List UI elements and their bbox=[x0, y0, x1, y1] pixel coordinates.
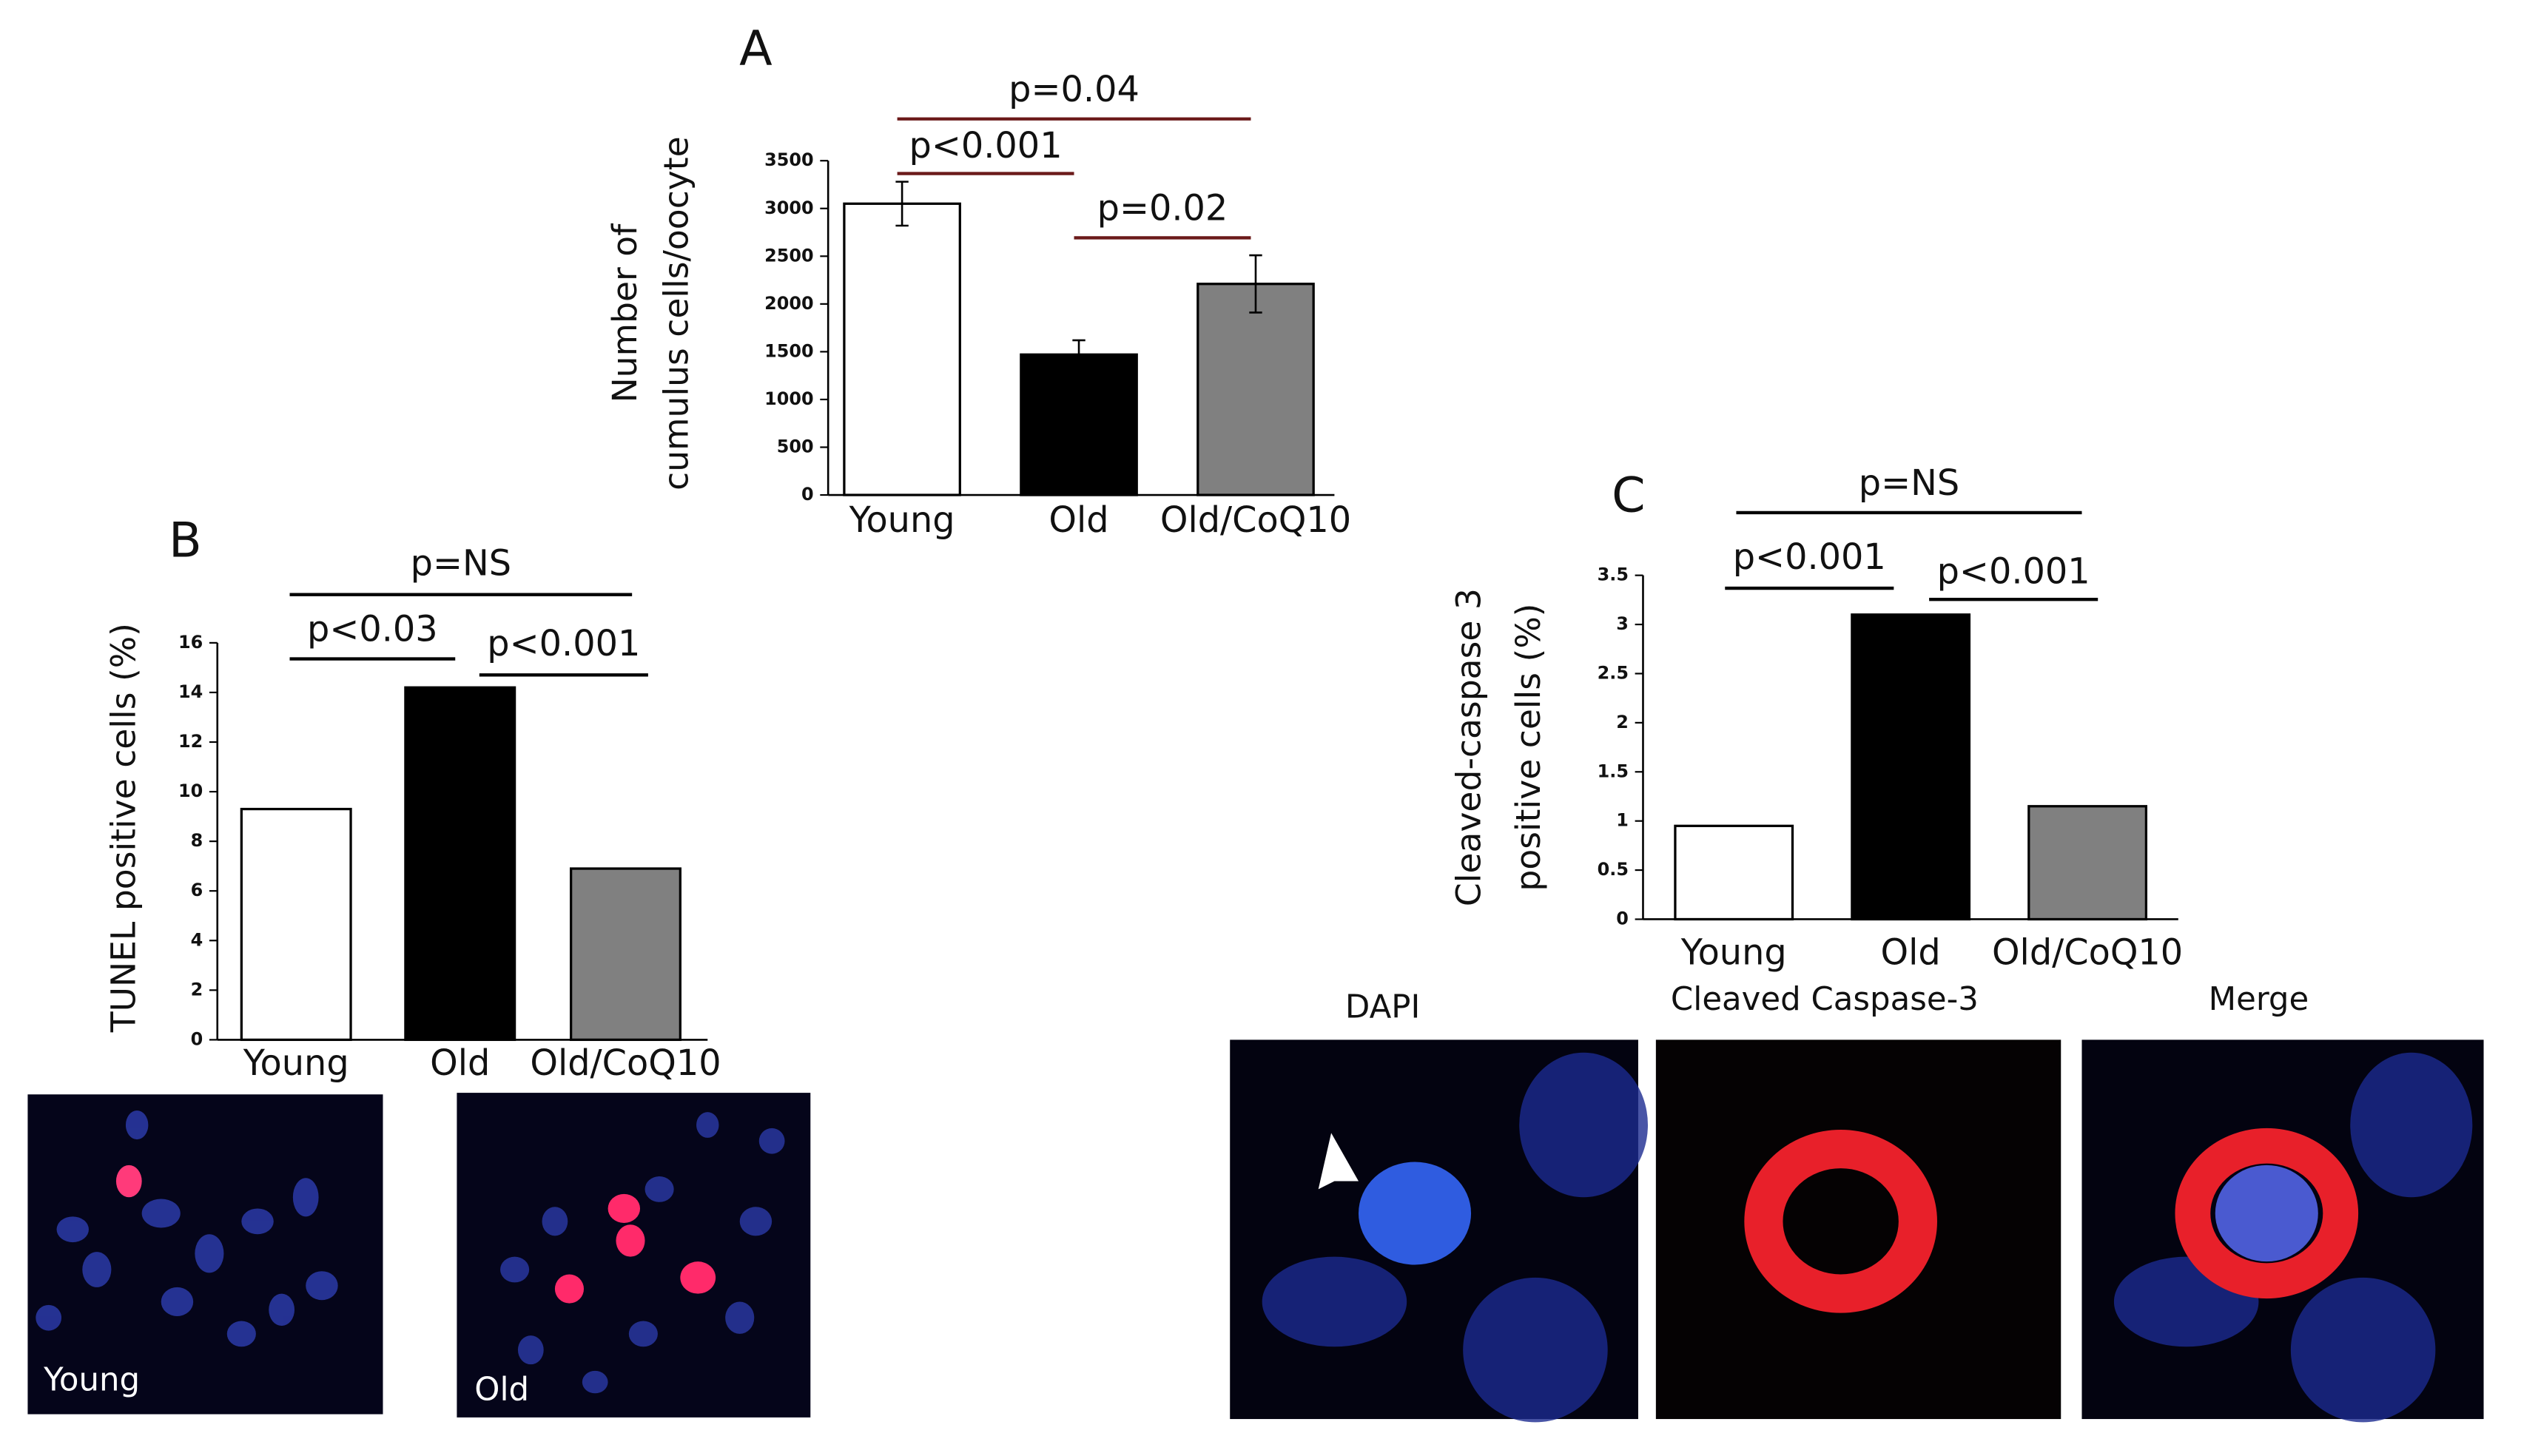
bar bbox=[1196, 283, 1315, 496]
bar bbox=[570, 867, 681, 1042]
y-tick-label: 1.5 bbox=[1598, 761, 1629, 781]
y-tick-label: 1000 bbox=[764, 388, 813, 409]
y-tick-label: 2 bbox=[191, 979, 203, 1000]
y-tick-label: 0 bbox=[801, 484, 814, 505]
annotation: p<0.001 bbox=[1937, 551, 2090, 592]
annotation: p<0.001 bbox=[909, 126, 1063, 166]
y-axis-label: TUNEL positive cells (%) bbox=[104, 623, 143, 1033]
image-label: Young bbox=[43, 1362, 140, 1399]
y-tick-label: 500 bbox=[777, 436, 814, 456]
bar bbox=[1851, 613, 1971, 921]
y-tick-label: 0.5 bbox=[1598, 859, 1629, 880]
annotation: p=NS bbox=[411, 544, 511, 584]
annotation: p=0.02 bbox=[1097, 189, 1228, 229]
annotation: p<0.001 bbox=[1733, 537, 1886, 578]
y-axis-label: positive cells (%) bbox=[1509, 604, 1548, 892]
y-tick-label: 2500 bbox=[764, 245, 813, 266]
y-axis-label: Number of bbox=[605, 223, 644, 403]
y-tick-label: 2.5 bbox=[1598, 662, 1629, 683]
bar bbox=[1674, 824, 1794, 921]
x-tick-label: Young bbox=[243, 1043, 349, 1084]
y-tick-label: 1 bbox=[1616, 810, 1629, 831]
annotation: p=NS bbox=[1859, 463, 1959, 504]
y-axis-label: cumulus cells/oocyte bbox=[657, 136, 696, 491]
dapi-image bbox=[1230, 1039, 1648, 1423]
annotation: p=0.04 bbox=[1009, 70, 1140, 110]
x-tick-label: Young bbox=[849, 500, 955, 541]
y-tick-label: 4 bbox=[191, 929, 203, 950]
y-tick-label: 14 bbox=[178, 681, 203, 702]
tunel-old-image bbox=[457, 1093, 811, 1418]
panel-label: B bbox=[169, 513, 202, 568]
panel-label: A bbox=[739, 21, 773, 77]
bar bbox=[843, 202, 961, 496]
y-tick-label: 3.5 bbox=[1598, 564, 1629, 585]
image-label: DAPI bbox=[1345, 989, 1420, 1026]
y-tick-label: 0 bbox=[191, 1028, 203, 1049]
y-tick-label: 0 bbox=[1616, 908, 1629, 928]
y-tick-label: 3 bbox=[1616, 613, 1629, 634]
y-tick-label: 8 bbox=[191, 830, 203, 851]
x-tick-label: Old bbox=[1881, 932, 1941, 973]
x-tick-label: Old/CoQ10 bbox=[1160, 500, 1351, 541]
bar bbox=[1020, 353, 1138, 496]
y-tick-label: 16 bbox=[178, 632, 203, 653]
y-tick-label: 3500 bbox=[764, 149, 813, 170]
bar bbox=[404, 686, 516, 1042]
x-tick-label: Old/CoQ10 bbox=[530, 1043, 721, 1084]
x-tick-label: Young bbox=[1680, 932, 1787, 973]
image-label: Merge bbox=[2209, 981, 2309, 1018]
y-tick-label: 2 bbox=[1616, 712, 1629, 732]
image-label: Cleaved Caspase-3 bbox=[1671, 981, 1979, 1018]
panel-label: C bbox=[1612, 468, 1646, 523]
annotation: p<0.03 bbox=[307, 610, 438, 650]
x-tick-label: Old/CoQ10 bbox=[1992, 932, 2183, 973]
x-tick-label: Old bbox=[1049, 500, 1108, 541]
annotation: p<0.001 bbox=[487, 624, 640, 664]
y-tick-label: 12 bbox=[178, 731, 203, 752]
merge-image bbox=[2081, 1039, 2484, 1423]
error-bar bbox=[1249, 254, 1262, 314]
y-tick-label: 2000 bbox=[764, 293, 813, 314]
bar bbox=[2027, 805, 2148, 921]
x-tick-label: Old bbox=[430, 1043, 490, 1084]
image-label: Old bbox=[474, 1372, 529, 1409]
y-tick-label: 6 bbox=[191, 880, 203, 900]
error-bar bbox=[895, 181, 909, 227]
y-tick-label: 1500 bbox=[764, 340, 813, 361]
caspase-image bbox=[1655, 1039, 2061, 1420]
y-tick-label: 10 bbox=[178, 781, 203, 801]
bar bbox=[240, 807, 352, 1042]
error-bar bbox=[1072, 339, 1086, 370]
y-tick-label: 3000 bbox=[764, 198, 813, 218]
tunel-young-image bbox=[27, 1094, 383, 1415]
y-axis-label: Cleaved-caspase 3 bbox=[1450, 588, 1489, 906]
